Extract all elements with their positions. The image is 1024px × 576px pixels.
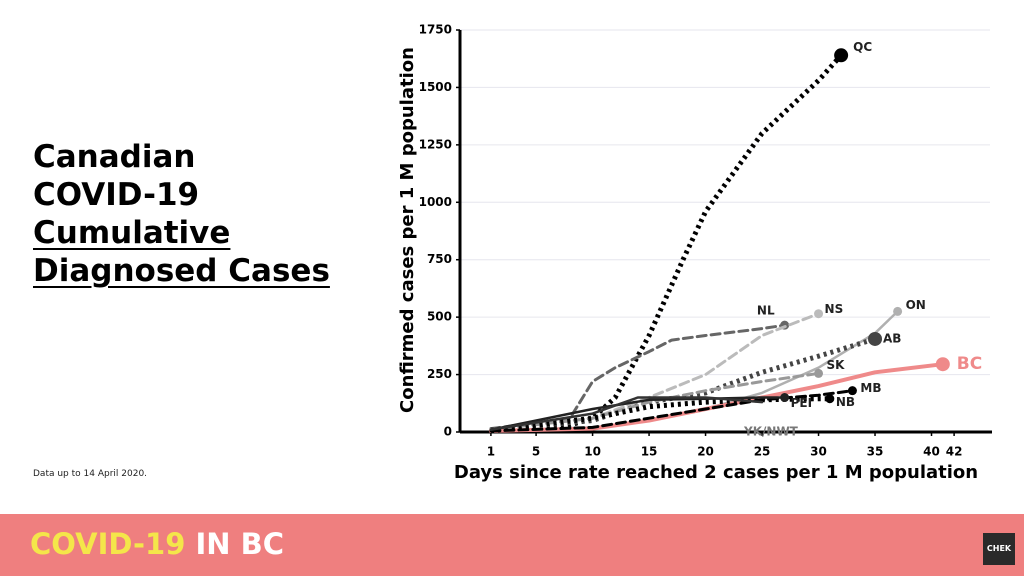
series-marker xyxy=(814,309,824,319)
x-tick-label: 10 xyxy=(584,445,601,459)
series-label: QC xyxy=(853,40,872,54)
y-tick-label: 1500 xyxy=(419,80,452,94)
series-label: NS xyxy=(825,302,844,316)
title-line: Diagnosed Cases xyxy=(33,252,330,290)
title-text: Cumulative xyxy=(33,215,231,251)
series-line xyxy=(490,53,843,433)
series-label: YK/NWT xyxy=(743,425,799,439)
series-label: ON xyxy=(906,298,926,312)
logo: CHEK xyxy=(983,533,1015,565)
x-tick-label: 40 xyxy=(923,445,940,459)
series-marker xyxy=(814,368,824,378)
series-label: SK xyxy=(827,358,846,372)
footer-title: COVID-19 IN BC xyxy=(30,527,284,561)
series-line xyxy=(490,396,830,434)
x-tick-label: 35 xyxy=(867,445,884,459)
series-label: AB xyxy=(883,331,901,345)
y-tick-label: 250 xyxy=(427,367,452,381)
y-tick-label: 1750 xyxy=(419,23,452,37)
x-tick-label: 25 xyxy=(754,445,771,459)
y-tick-label: 750 xyxy=(427,252,452,266)
series-line xyxy=(490,336,876,433)
x-tick-label: 42 xyxy=(946,445,963,459)
y-tick-label: 0 xyxy=(444,425,452,439)
series-marker xyxy=(780,393,790,403)
series-label: PEI xyxy=(791,396,812,410)
series-line xyxy=(489,312,820,432)
title-line: Cumulative xyxy=(33,214,330,252)
footer-rest: IN BC xyxy=(195,527,285,561)
series-label: NL xyxy=(757,304,775,318)
x-tick-label: 20 xyxy=(697,445,714,459)
note: Data up to 14 April 2020. xyxy=(33,469,148,479)
footer: COVID-19 IN BC CHEK xyxy=(0,514,1024,576)
y-axis-title: Confirmed cases per 1 M population xyxy=(397,47,418,413)
title-line: Canadian xyxy=(33,139,196,175)
y-tick-label: 500 xyxy=(427,310,452,324)
series-line xyxy=(489,396,786,431)
x-tick-label: 15 xyxy=(641,445,658,459)
series-marker xyxy=(893,306,903,316)
series-marker xyxy=(847,386,857,396)
x-tick-label: 5 xyxy=(532,445,540,459)
footer-highlight: COVID-19 xyxy=(30,527,186,561)
series-line xyxy=(489,396,764,431)
title-text: Diagnosed Cases xyxy=(33,253,330,289)
series-line xyxy=(489,389,854,433)
y-tick-label: 1000 xyxy=(419,195,452,209)
x-tick-label: 30 xyxy=(810,445,827,459)
y-tick-label: 1250 xyxy=(419,137,452,151)
x-tick-label: 1 xyxy=(487,445,495,459)
series-label: BC xyxy=(957,354,982,374)
series-marker xyxy=(868,331,883,346)
series-label: MB xyxy=(860,381,881,395)
series-marker xyxy=(834,48,849,63)
series-label: NB xyxy=(836,395,855,409)
series-line xyxy=(489,323,787,431)
title-line: COVID-19 xyxy=(33,177,200,213)
slide-title: Canadian COVID-19 Cumulative Diagnosed C… xyxy=(33,138,330,290)
series-marker xyxy=(935,357,950,372)
x-axis-title: Days since rate reached 2 cases per 1 M … xyxy=(454,462,978,483)
series-marker xyxy=(825,394,835,404)
